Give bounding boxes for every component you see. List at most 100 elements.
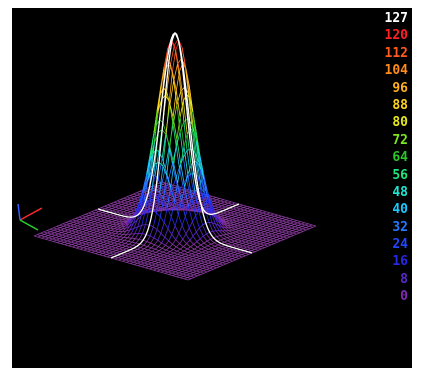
mesh-line (103, 228, 108, 230)
mesh-line (215, 262, 220, 265)
mesh-line (278, 219, 283, 222)
mesh-line (223, 199, 228, 202)
mesh-line (78, 230, 83, 233)
mesh-line (176, 243, 180, 248)
mesh-line (154, 240, 159, 246)
mesh-line (157, 270, 162, 273)
mesh-line (153, 226, 158, 230)
mesh-line (109, 239, 114, 241)
mesh-line (142, 257, 148, 260)
mesh-line (90, 249, 96, 252)
mesh-line (229, 233, 234, 236)
mesh-line (104, 208, 110, 211)
mesh-line (276, 225, 281, 228)
mesh-line (253, 230, 258, 233)
mesh-line (179, 121, 185, 133)
mesh-line (159, 216, 165, 223)
mesh-line (163, 207, 168, 223)
mesh-line (226, 252, 232, 255)
mesh-line (106, 215, 111, 218)
mesh-line (279, 221, 284, 224)
mesh-line (60, 229, 65, 232)
mesh-line (146, 258, 151, 261)
mesh-line (240, 208, 245, 211)
mesh-line (187, 250, 192, 253)
mesh-line (54, 234, 60, 237)
mesh-line (251, 251, 256, 254)
mesh-line (201, 182, 206, 199)
mesh-line (69, 223, 74, 226)
mesh-line (251, 250, 256, 252)
mesh-line (247, 224, 253, 227)
mesh-line (169, 247, 174, 250)
mesh-line (114, 204, 119, 207)
mesh-line (234, 213, 239, 216)
mesh-line (103, 217, 108, 219)
mesh-line (94, 248, 99, 251)
mesh-line (143, 241, 148, 246)
mesh-line (157, 197, 162, 203)
contour-lines (97, 32, 253, 259)
mesh-line (296, 220, 301, 222)
mesh-line (233, 211, 238, 214)
mesh-line (171, 256, 176, 259)
mesh-line (105, 251, 110, 254)
mesh-line (210, 268, 214, 271)
mesh-line (147, 193, 152, 205)
mesh-line (121, 256, 126, 258)
mesh-line (172, 163, 176, 180)
plot-viewport[interactable]: 127 120 112 104 96 88 80 72 64 56 48 40 32 24 16 8 0 (12, 8, 412, 368)
mesh-line (131, 254, 136, 257)
mesh-line (173, 38, 179, 46)
mesh-line (235, 245, 240, 248)
colorbar-label: 32 (392, 219, 408, 235)
mesh-line (171, 259, 176, 261)
mesh-line (262, 226, 267, 229)
mesh-line (145, 267, 150, 270)
mesh-line (182, 178, 187, 185)
mesh-line (186, 243, 191, 248)
mesh-line (84, 225, 89, 227)
mesh-line (174, 189, 179, 192)
mesh-line (210, 242, 215, 245)
mesh-line (221, 205, 226, 208)
mesh-line (117, 202, 122, 205)
mesh-line (174, 204, 179, 208)
mesh-line (50, 231, 55, 234)
mesh-line (195, 136, 200, 162)
mesh-line (81, 242, 87, 245)
mesh-line (289, 233, 294, 236)
mesh-line (125, 243, 129, 245)
mesh-line (65, 222, 71, 224)
mesh-line (137, 224, 142, 228)
mesh-line (251, 209, 256, 212)
mesh-line (170, 201, 175, 217)
mesh-line (234, 240, 239, 243)
mesh-line (283, 236, 288, 239)
mesh-line (137, 262, 142, 265)
mesh-line (220, 203, 226, 205)
mesh-line (185, 256, 190, 259)
mesh-line (124, 257, 130, 259)
mesh-line (244, 223, 249, 226)
mesh-line (107, 204, 112, 207)
mesh-line (170, 164, 175, 188)
mesh-line (249, 231, 254, 234)
mesh-line (198, 248, 202, 252)
mesh-line (233, 235, 238, 238)
mesh-line (258, 236, 263, 239)
mesh-line (265, 224, 271, 227)
mesh-line (135, 238, 140, 240)
mesh-line (56, 239, 61, 242)
mesh-line (74, 229, 79, 232)
mesh-line (275, 220, 280, 223)
mesh-line (162, 263, 167, 266)
mesh-line (53, 227, 58, 230)
mesh-line (88, 239, 93, 242)
mesh-line (273, 240, 278, 243)
mesh-line (165, 249, 171, 252)
mesh-line (191, 191, 196, 199)
mesh-line (199, 269, 204, 272)
mesh-line (71, 244, 76, 246)
axis-y-line (19, 219, 39, 231)
